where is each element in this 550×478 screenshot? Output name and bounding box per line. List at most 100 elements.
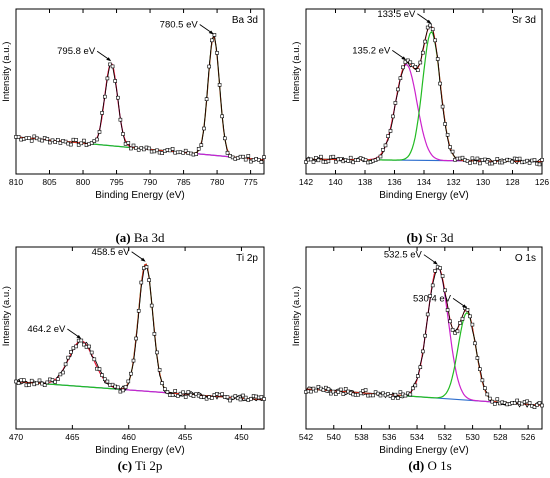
x-tick-label: 142 — [299, 177, 313, 187]
raw-data-point — [433, 38, 438, 43]
raw-data-point — [336, 390, 341, 394]
raw-data-point — [378, 154, 383, 159]
raw-data-point — [40, 138, 44, 143]
raw-data-point — [191, 394, 196, 399]
raw-data-point — [338, 157, 343, 161]
raw-data-point — [517, 156, 522, 161]
raw-data-point — [48, 140, 52, 145]
raw-data-point — [540, 403, 544, 408]
raw-data-point — [460, 155, 465, 160]
chart-panel-2: 470 465 460 455 450 Binding Energy (eV) Intens… — [1, 246, 266, 456]
raw-data-point — [121, 132, 125, 136]
raw-data-point — [386, 392, 390, 396]
x-tick-label: 538 — [354, 432, 368, 442]
x-tick-label: 810 — [9, 177, 23, 187]
x-tick-label: 470 — [9, 432, 23, 442]
raw-data-point — [393, 392, 398, 397]
raw-data-point — [58, 372, 63, 377]
raw-data-point — [473, 341, 477, 346]
raw-data-point — [473, 160, 477, 165]
raw-data-point — [537, 401, 542, 405]
raw-data-point — [110, 64, 115, 69]
raw-data-point — [97, 130, 102, 134]
x-axis-label: Binding Energy (eV) — [95, 445, 185, 456]
raw-data-point — [475, 356, 480, 360]
caption-c: (c) Ti 2p — [117, 458, 163, 473]
raw-data-point — [425, 25, 430, 30]
x-axis-label: Binding Energy (eV) — [95, 190, 185, 201]
raw-data-point — [256, 158, 261, 162]
raw-data-point — [314, 388, 318, 393]
raw-data-point — [58, 141, 63, 145]
raw-data-point — [63, 362, 68, 367]
raw-data-point — [103, 377, 107, 382]
raw-data-point — [420, 349, 425, 354]
raw-data-point — [92, 357, 97, 362]
raw-data-point — [415, 374, 420, 378]
raw-data-point — [490, 399, 495, 404]
raw-data-point — [243, 157, 248, 162]
annotation-arrowhead — [76, 334, 82, 339]
annotation-arrowhead — [432, 260, 438, 265]
x-tick-label: 542 — [299, 432, 313, 442]
raw-data-point — [202, 395, 206, 399]
raw-data-point — [105, 379, 110, 384]
raw-data-point — [116, 95, 120, 100]
raw-data-point — [183, 395, 188, 399]
raw-data-point — [225, 395, 230, 399]
raw-data-point — [396, 87, 400, 92]
raw-data-point — [113, 79, 117, 83]
raw-data-point — [485, 159, 490, 164]
raw-data-point — [170, 393, 175, 397]
panel-title: Ba 3d — [232, 15, 258, 26]
raw-data-point — [210, 396, 214, 400]
x-tick-label: 530 — [465, 432, 479, 442]
raw-data-point — [55, 377, 60, 382]
raw-data-point — [319, 154, 323, 159]
raw-data-point — [388, 129, 393, 133]
x-tick-label: 780 — [210, 177, 224, 187]
raw-data-point — [97, 367, 102, 371]
raw-data-point — [50, 138, 55, 143]
raw-data-point — [131, 143, 136, 148]
raw-data-point — [246, 154, 251, 158]
raw-data-point — [126, 379, 131, 384]
raw-data-point — [63, 139, 68, 144]
raw-data-point — [326, 159, 331, 164]
chart-panel-3: 542 540 538 536 534 532 530 528 526 Binding Energ… — [291, 246, 544, 456]
raw-data-point — [445, 308, 450, 312]
raw-data-point — [316, 384, 321, 389]
raw-data-point — [126, 141, 131, 145]
raw-data-point — [406, 58, 410, 63]
caption-a: (a) Ba 3d — [115, 230, 165, 245]
raw-data-point — [483, 157, 487, 162]
raw-data-point — [309, 157, 313, 162]
raw-data-point — [194, 152, 198, 156]
annotation-arrowhead — [106, 57, 112, 62]
raw-data-point — [95, 137, 99, 142]
y-axis-label: Intensity (a.u.) — [1, 286, 12, 346]
raw-data-point — [89, 141, 94, 145]
raw-data-point — [100, 111, 104, 115]
raw-data-point — [220, 392, 224, 397]
raw-data-point — [443, 122, 447, 126]
x-tick-label: 136 — [387, 177, 401, 187]
raw-data-point — [147, 278, 151, 282]
raw-data-point — [348, 155, 353, 160]
peak-annotation: 135.2 eV — [352, 45, 391, 56]
raw-data-point — [333, 392, 338, 396]
raw-data-point — [408, 60, 413, 65]
raw-data-point — [418, 365, 423, 370]
raw-data-point — [142, 147, 146, 152]
chart-panel-1: 142 140 138 136 134 132 130 128 126 Binding Energ… — [291, 8, 549, 201]
raw-data-point — [243, 395, 248, 400]
annotation-arrowhead — [462, 304, 468, 309]
raw-data-point — [87, 344, 91, 349]
raw-data-point — [314, 156, 318, 160]
plot-frame — [305, 246, 543, 430]
y-axis-label: Intensity (a.u.) — [291, 286, 302, 346]
raw-data-point — [495, 397, 500, 402]
raw-data-point — [304, 160, 308, 164]
raw-data-point — [468, 314, 472, 319]
raw-data-point — [204, 97, 209, 101]
